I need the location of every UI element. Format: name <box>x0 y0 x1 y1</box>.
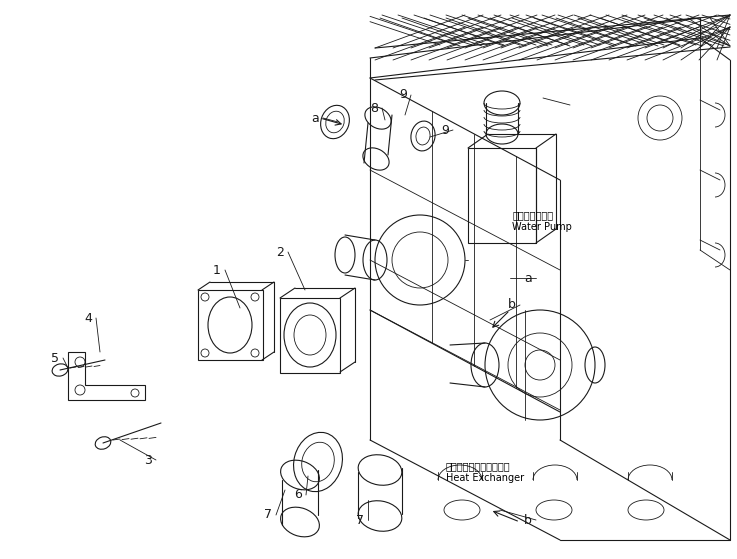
Bar <box>198 290 263 360</box>
Bar <box>280 298 340 373</box>
Text: a: a <box>524 272 532 285</box>
Text: 7: 7 <box>356 514 364 527</box>
Text: 1: 1 <box>213 263 221 277</box>
Text: 3: 3 <box>144 453 152 467</box>
Text: 4: 4 <box>84 311 92 325</box>
Bar <box>468 148 536 243</box>
Text: 9: 9 <box>441 124 449 136</box>
Text: ヒートエクスチェンジャ
Heat Exchanger: ヒートエクスチェンジャ Heat Exchanger <box>446 462 524 483</box>
Text: 9: 9 <box>399 88 407 102</box>
Text: ウォータポンプ
Water Pump: ウォータポンプ Water Pump <box>512 210 572 231</box>
Text: 8: 8 <box>370 102 378 115</box>
Text: b: b <box>508 299 516 311</box>
Text: 7: 7 <box>264 509 272 522</box>
Text: 6: 6 <box>294 489 302 501</box>
Text: 2: 2 <box>276 245 284 258</box>
Text: b: b <box>524 514 532 527</box>
Text: 5: 5 <box>51 352 59 364</box>
Text: a: a <box>311 111 319 125</box>
